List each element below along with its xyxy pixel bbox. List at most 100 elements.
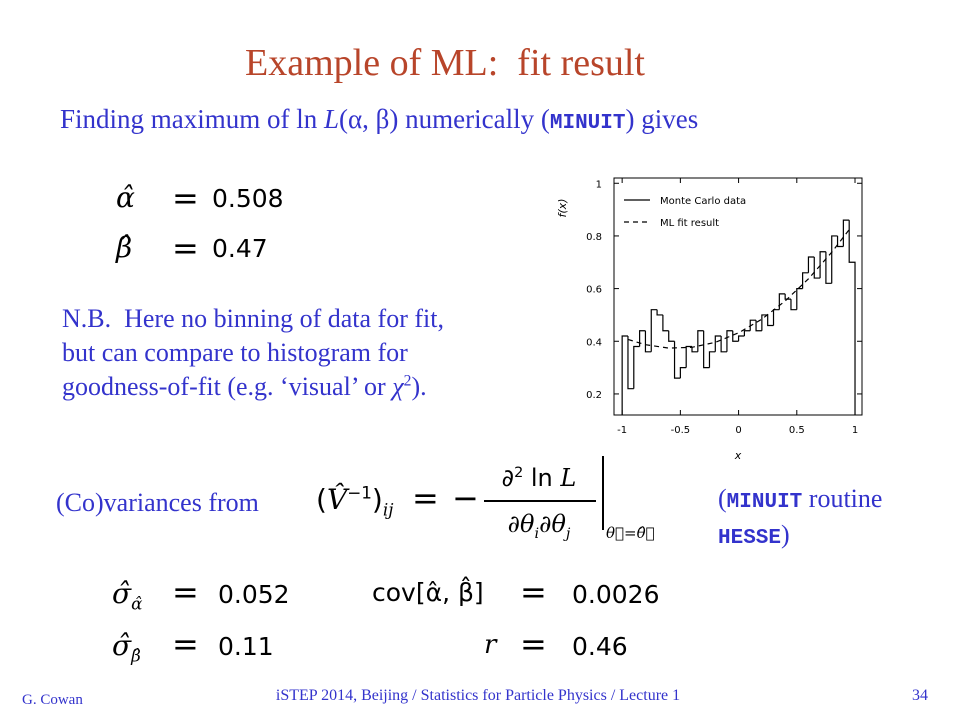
sub: j xyxy=(565,525,571,542)
equals: = xyxy=(412,479,439,517)
histogram-bin xyxy=(819,251,826,279)
paren: ( xyxy=(316,483,327,516)
histogram-bin xyxy=(662,314,669,332)
cov-label: cov[α̂, β̂] xyxy=(372,578,484,607)
y-tick-label: 0.6 xyxy=(586,285,602,296)
equals: = xyxy=(172,625,199,663)
cov-label: (Co)variances from xyxy=(56,488,259,517)
cov-lhs: (V̂−1)ij xyxy=(316,482,393,518)
histogram-bin xyxy=(767,314,774,327)
histogram-bin xyxy=(825,251,832,284)
sub: ij xyxy=(382,499,394,520)
x-tick-label: -1 xyxy=(617,425,627,436)
histogram-bin xyxy=(685,345,693,368)
partial: ∂ xyxy=(501,464,515,492)
histogram-bin xyxy=(656,309,663,316)
equals: = xyxy=(520,625,547,663)
x-tick-label: -0.5 xyxy=(671,425,691,436)
histogram-bin xyxy=(796,288,803,310)
value: 0.052 xyxy=(218,580,290,609)
histogram-bin xyxy=(621,335,628,415)
intro-l: L xyxy=(324,104,340,134)
sub: α̂ xyxy=(131,593,143,614)
histogram-bin xyxy=(802,272,809,289)
chi-sup: 2 xyxy=(403,372,412,390)
histogram-bin xyxy=(639,330,646,347)
minus: − xyxy=(452,479,479,517)
histogram-bin xyxy=(732,330,739,342)
x-tick-label: 0.5 xyxy=(789,425,805,436)
sub: β̂ xyxy=(131,645,141,666)
alpha-symbol: α̂ xyxy=(116,181,135,214)
histogram-bin xyxy=(691,346,698,353)
histogram-bin xyxy=(778,293,786,310)
ln: ln xyxy=(523,464,561,492)
equals: = xyxy=(520,573,547,611)
histogram-bin xyxy=(761,314,768,331)
eval-bar xyxy=(602,456,604,530)
page-number: 34 xyxy=(912,687,928,704)
histogram-bin xyxy=(755,320,762,332)
histogram-bin xyxy=(679,367,687,379)
routine: HESSE) xyxy=(718,520,790,550)
sup: −1 xyxy=(347,482,372,503)
note-line: goodness-of-fit (e.g. ‘visual’ or χ2). xyxy=(62,372,427,401)
legend-label: Monte Carlo data xyxy=(660,196,746,207)
histogram-bin xyxy=(708,351,716,368)
histogram-bin xyxy=(848,220,856,415)
r-label: r xyxy=(484,630,497,660)
histogram-bin xyxy=(726,330,733,352)
histogram-bin xyxy=(644,330,652,353)
note-line: N.B. Here no binning of data for fit, xyxy=(62,304,444,333)
chart: 0.2 0.4 0.6 0.8 1 -1 -0.5 0 0.5 1 x f(x) Monte Carlo… xyxy=(556,177,863,460)
sigma-alpha: σ̂α̂ xyxy=(112,577,142,612)
intro-end: ) gives xyxy=(625,104,699,134)
sup: 2 xyxy=(514,465,524,481)
sub: i xyxy=(534,525,540,542)
equals: = xyxy=(172,573,199,611)
note-text: goodness-of-fit (e.g. ‘visual’ or xyxy=(62,372,393,401)
numerator: ∂2 ln L xyxy=(484,466,594,490)
value: 0.46 xyxy=(572,632,628,661)
beta-value: 0.47 xyxy=(212,234,268,263)
course: iSTEP 2014, Beijing / Statistics for Par… xyxy=(275,687,681,704)
histogram-bin xyxy=(784,293,791,300)
y-tick-label: 0.4 xyxy=(586,337,602,348)
fit-curve xyxy=(627,229,850,349)
histogram-bin xyxy=(673,341,681,379)
histogram-bin xyxy=(772,309,780,326)
note-end: ). xyxy=(411,372,427,401)
histogram-bin xyxy=(749,319,757,331)
code: HESSE xyxy=(718,527,782,550)
paren: ) xyxy=(371,483,383,516)
histogram-bin xyxy=(813,257,821,279)
fraction-bar xyxy=(484,500,596,502)
histogram-bin xyxy=(831,235,838,284)
histogram-bin xyxy=(743,330,751,336)
alpha-value: 0.508 xyxy=(212,184,284,213)
sigma: σ̂ xyxy=(112,629,132,662)
equals: = xyxy=(172,229,199,267)
author: G. Cowan xyxy=(22,692,83,708)
beta-symbol: β̂ xyxy=(116,231,133,264)
slide-title: Example of ML: fit result xyxy=(245,42,645,84)
intro-text: Finding maximum of ln xyxy=(60,104,325,134)
intro-code: MINUIT xyxy=(549,112,626,135)
histogram-bin xyxy=(836,235,844,248)
chi: χ xyxy=(392,372,404,401)
den: ∂θ xyxy=(539,510,566,538)
paren: ) xyxy=(781,520,790,549)
sigma: σ̂ xyxy=(112,577,132,610)
value: 0.11 xyxy=(218,632,274,661)
l: L xyxy=(560,464,577,492)
note-line: but can compare to histogram for xyxy=(62,338,408,367)
y-tick-label: 0.2 xyxy=(586,390,602,401)
v-hat: V̂ xyxy=(326,483,348,516)
y-tick-label: 1 xyxy=(596,179,602,190)
histogram-bin xyxy=(650,309,658,352)
value: 0.0026 xyxy=(572,580,660,609)
histogram-bin xyxy=(807,256,815,273)
code: MINUIT xyxy=(726,491,803,514)
denominator: ∂θi∂θj xyxy=(484,510,594,541)
